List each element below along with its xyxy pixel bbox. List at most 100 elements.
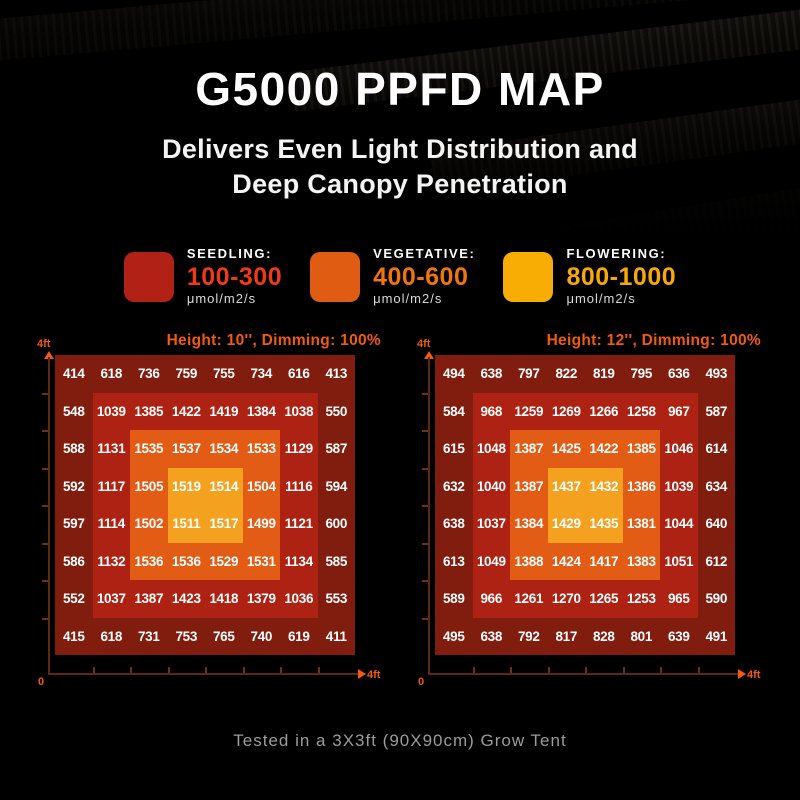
- ppfd-cell: 1132: [92, 542, 130, 581]
- ppfd-cell: 640: [697, 505, 735, 543]
- ppfd-cell: 1424: [547, 542, 585, 581]
- x-axis-max-label: 4ft: [367, 669, 381, 682]
- ppfd-cell: 740: [242, 617, 280, 656]
- subtitle-line-2: Deep Canopy Penetration: [232, 168, 568, 199]
- test-conditions-note: Tested in a 3X3ft (90X90cm) Grow Tent: [233, 731, 567, 751]
- x-axis-tick: [130, 667, 132, 674]
- ppfd-cell: 801: [622, 617, 660, 656]
- y-axis-tick: [42, 505, 48, 508]
- legend-item-flowering: FLOWERING: 800-1000 μmol/m2/s: [503, 247, 676, 306]
- ppfd-cell: 819: [585, 355, 623, 393]
- ppfd-cell: 1037: [92, 580, 130, 618]
- ppfd-cell: 1388: [510, 542, 548, 581]
- subtitle-line-1: Delivers Even Light Distribution and: [162, 134, 638, 164]
- ppfd-cell: 1514: [205, 467, 243, 506]
- ppfd-cell: 1134: [280, 542, 318, 581]
- ppfd-cell: 415: [55, 617, 93, 656]
- ppfd-cell: 619: [280, 617, 318, 656]
- ppfd-cell: 613: [435, 542, 473, 581]
- legend-range: 800-1000: [566, 262, 677, 291]
- ppfd-cell: 795: [622, 355, 660, 393]
- ppfd-cell: 1121: [280, 505, 318, 543]
- ppfd-cell: 589: [435, 580, 473, 618]
- ppfd-cell: 1531: [242, 542, 280, 581]
- y-axis-ticks: [42, 355, 48, 655]
- legend-item-vegetative: VEGETATIVE: 400-600 μmol/m2/s: [310, 247, 475, 306]
- legend-unit: μmol/m2/s: [186, 290, 257, 306]
- x-axis-tick: [92, 667, 95, 674]
- ppfd-cell: 1048: [472, 430, 510, 468]
- ppfd-cell: 1270: [547, 580, 585, 618]
- ppfd-cell: 1114: [92, 505, 130, 543]
- x-axis-tick: [622, 667, 625, 674]
- ppfd-cell: 413: [317, 355, 355, 393]
- ppfd-cell: 1038: [280, 392, 318, 431]
- ppfd-cell: 765: [205, 617, 243, 656]
- chart-title: Height: 12'', Dimming: 100%: [546, 332, 761, 350]
- y-axis: [48, 357, 50, 675]
- ppfd-cell: 636: [660, 355, 698, 393]
- y-axis: [428, 357, 430, 675]
- ppfd-cell: 600: [317, 505, 355, 543]
- ppfd-cell: 1423: [167, 580, 205, 618]
- ppfd-cell: 495: [435, 617, 473, 656]
- ppfd-cell: 493: [697, 355, 735, 393]
- ppfd-cell: 817: [547, 617, 585, 656]
- ppfd-cell: 491: [697, 617, 735, 656]
- ppfd-cell: 1383: [622, 542, 660, 581]
- ppfd-cell: 1261: [510, 580, 548, 618]
- ppfd-cell: 1418: [205, 580, 243, 618]
- ppfd-cell: 1425: [547, 430, 585, 468]
- ppfd-cell: 638: [472, 617, 510, 656]
- flowering-color-swatch: [503, 251, 554, 302]
- legend-label: FLOWERING:: [566, 246, 667, 262]
- ppfd-cell: 1534: [205, 430, 243, 468]
- legend-unit: μmol/m2/s: [566, 290, 636, 306]
- y-axis-tick: [42, 617, 48, 620]
- ppfd-cell: 615: [435, 430, 473, 468]
- ppfd-cell: 1529: [205, 542, 243, 581]
- ppfd-cell: 1258: [622, 392, 660, 431]
- ppfd-cell: 1046: [660, 430, 698, 468]
- ppfd-cell: 1387: [130, 580, 168, 618]
- ppfd-cell: 755: [205, 355, 243, 393]
- ppfd-heatmap-grid: 414 618 736 759 755 734 616 413 548 1039 1385 1422 1…: [55, 355, 355, 656]
- ppfd-cell: 1535: [130, 430, 168, 468]
- ppfd-cell: 1379: [242, 580, 280, 618]
- ppfd-cell: 1265: [585, 580, 623, 618]
- ppfd-cell: 967: [660, 392, 698, 431]
- background-fade: [0, 0, 800, 245]
- y-axis-tick: [42, 467, 48, 470]
- ppfd-cell: 550: [317, 392, 355, 431]
- x-axis-tick: [510, 667, 512, 674]
- x-axis-tick: [547, 667, 550, 674]
- y-axis-arrow-icon: [424, 351, 434, 360]
- x-axis: [48, 673, 358, 676]
- x-axis-max-label: 4ft: [747, 669, 761, 682]
- ppfd-cell: 759: [167, 355, 205, 393]
- ppfd-cell: 1499: [242, 505, 280, 543]
- vegetative-color-swatch: [310, 251, 361, 302]
- ppfd-cell: 587: [697, 392, 735, 431]
- y-axis-tick: [422, 580, 428, 583]
- y-axis-tick: [42, 542, 48, 545]
- seedling-color-swatch: [123, 251, 174, 302]
- legend-label: SEEDLING:: [186, 246, 273, 262]
- ppfd-cell: 1386: [622, 467, 660, 506]
- x-axis-tick: [280, 667, 282, 674]
- origin-label: 0: [418, 676, 425, 689]
- ppfd-cell: 638: [435, 505, 473, 543]
- ppfd-cell: 968: [472, 392, 510, 431]
- y-axis-tick: [422, 505, 428, 508]
- ppfd-cell: 965: [660, 580, 698, 618]
- x-axis-tick: [585, 667, 587, 674]
- ppfd-cell: 1040: [472, 467, 510, 506]
- ppfd-heatmap-grid: 494 638 797 822 819 795 636 493 584 968 1259 1269 12…: [435, 355, 735, 656]
- ppfd-cell: 1269: [547, 392, 585, 431]
- x-axis-arrow-icon: [358, 669, 366, 680]
- ppfd-cell: 1049: [472, 542, 510, 581]
- y-axis-tick: [422, 392, 428, 395]
- y-axis-ticks: [422, 355, 428, 655]
- page-subtitle: Delivers Even Light Distribution and Dee…: [0, 132, 800, 201]
- y-axis-max-label: 4ft: [37, 338, 51, 351]
